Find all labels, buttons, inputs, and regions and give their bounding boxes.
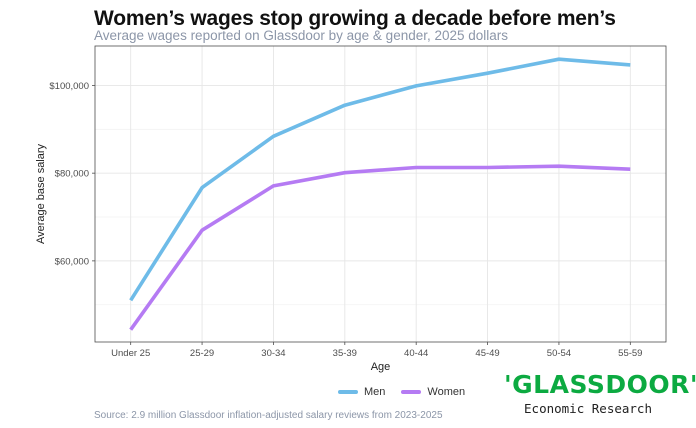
- series-line-women: [129, 164, 631, 331]
- y-tick-label: $80,000: [55, 169, 89, 180]
- plot-frame: [94, 45, 667, 343]
- x-tick-label: 55-59: [618, 348, 642, 359]
- x-tick-label: 35-39: [333, 348, 357, 359]
- x-tick-label: 40-44: [404, 348, 428, 359]
- x-tick-label: 50-54: [547, 348, 571, 359]
- source-note: Source: 2.9 million Glassdoor inflation-…: [94, 410, 443, 421]
- chart-subtitle: Average wages reported on Glassdoor by a…: [94, 28, 509, 43]
- legend-label-men: Men: [364, 386, 386, 398]
- legend-swatch-women: [401, 390, 422, 394]
- brand-tagline: Economic Research: [524, 401, 652, 416]
- grid-layer: [95, 46, 666, 342]
- legend: Men Women: [338, 386, 465, 398]
- x-tick-label: 45-49: [475, 348, 499, 359]
- legend-swatch-men: [338, 390, 358, 394]
- ticks-layer: $60,000 $80,000 $100,000 Under 25 25-29 30-34…: [49, 81, 642, 359]
- x-axis-label: Age: [371, 361, 391, 373]
- legend-item-women: Women: [401, 386, 465, 398]
- legend-item-men: Men: [338, 386, 385, 398]
- series-line-men: [129, 57, 631, 302]
- x-tick-label: Under 25: [111, 348, 150, 359]
- y-axis-label: Average base salary: [35, 143, 47, 244]
- chart-title: Women’s wages stop growing a decade befo…: [94, 7, 616, 30]
- series-layer: [129, 57, 631, 331]
- x-tick-label: 25-29: [190, 348, 214, 359]
- legend-label-women: Women: [427, 386, 466, 398]
- glassdoor-wordmark: 'GLASSDOOR': [504, 370, 696, 399]
- glassdoor-logo: 'GLASSDOOR' Economic Research: [504, 370, 696, 417]
- x-tick-label: 30-34: [261, 348, 285, 359]
- y-tick-label: $100,000: [49, 81, 89, 92]
- y-tick-label: $60,000: [55, 256, 89, 267]
